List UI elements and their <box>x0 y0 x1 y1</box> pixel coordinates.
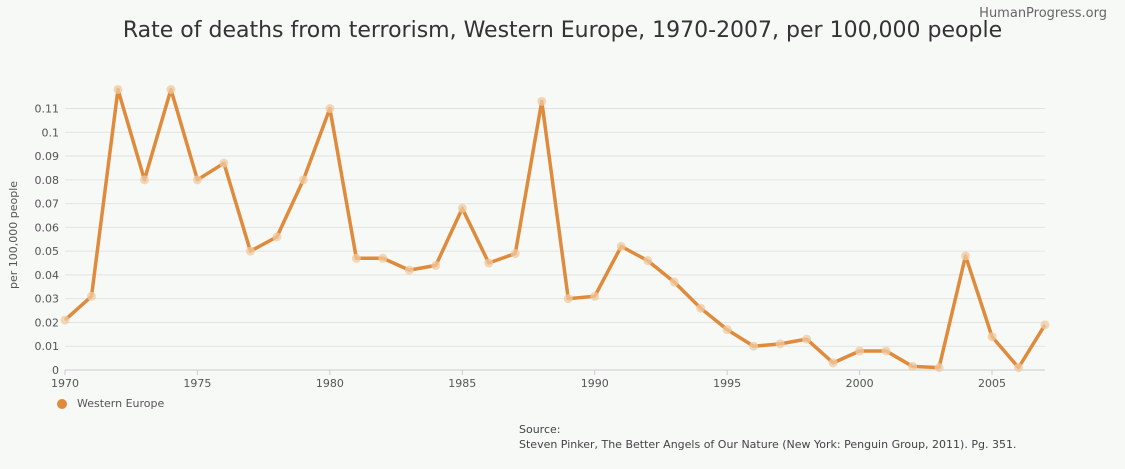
data-point <box>855 346 865 356</box>
legend-item-western-europe[interactable]: Western Europe <box>57 397 164 410</box>
y-tick-label: 0.09 <box>35 150 60 163</box>
data-point <box>749 341 759 351</box>
data-point <box>908 361 918 371</box>
data-point <box>60 315 70 325</box>
y-tick-label: 0 <box>52 364 59 377</box>
data-point <box>616 241 626 251</box>
source-label: Source: <box>519 423 561 436</box>
data-point <box>722 325 732 335</box>
data-point <box>351 253 361 263</box>
y-tick-label: 0.1 <box>42 126 60 139</box>
x-tick-label: 2000 <box>846 377 874 390</box>
x-tick-label: 1980 <box>316 377 344 390</box>
x-tick-label: 1990 <box>581 377 609 390</box>
data-point <box>828 358 838 368</box>
data-point <box>219 158 229 168</box>
series-line-western-europe <box>63 87 1047 370</box>
legend-label: Western Europe <box>77 397 165 410</box>
y-tick-label: 0.07 <box>35 198 60 211</box>
x-tick-label: 1995 <box>713 377 741 390</box>
data-point <box>245 246 255 256</box>
data-point <box>484 258 494 268</box>
data-point <box>86 291 96 301</box>
x-tick-label: 1970 <box>51 377 79 390</box>
data-point <box>987 332 997 342</box>
data-point <box>272 232 282 242</box>
y-tick-label: 0.03 <box>35 293 60 306</box>
data-point <box>298 175 308 185</box>
y-tick-label: 0.05 <box>35 245 60 258</box>
data-point <box>325 104 335 113</box>
data-point <box>775 339 785 349</box>
data-point <box>802 334 812 344</box>
data-point <box>1040 320 1050 330</box>
data-point <box>457 203 467 213</box>
data-point <box>881 346 891 356</box>
data-point <box>166 84 176 94</box>
y-tick-label: 0.11 <box>35 103 60 116</box>
data-point <box>1014 363 1024 373</box>
brand-link[interactable]: HumanProgress.org <box>979 6 1107 21</box>
data-point <box>563 294 573 304</box>
y-tick-label: 0.06 <box>35 221 60 234</box>
x-tick-label: 2005 <box>978 377 1006 390</box>
source-note: Source: Steven Pinker, The Better Angels… <box>519 422 1016 452</box>
data-point <box>192 175 202 185</box>
data-point <box>404 265 414 275</box>
data-point <box>378 253 388 263</box>
y-axis-label: per 100,000 people <box>7 181 20 289</box>
data-point <box>113 84 123 94</box>
source-text: Steven Pinker, The Better Angels of Our … <box>519 438 1017 451</box>
data-point <box>696 303 706 313</box>
x-tick-label: 1975 <box>183 377 211 390</box>
data-point <box>934 363 944 373</box>
data-point <box>590 291 600 301</box>
chart-title: Rate of deaths from terrorism, Western E… <box>122 18 1003 43</box>
data-point <box>510 249 520 259</box>
x-tick-label: 1985 <box>448 377 476 390</box>
y-tick-label: 0.01 <box>35 340 60 353</box>
data-point <box>643 256 653 266</box>
data-point <box>669 277 679 287</box>
y-tick-label: 0.02 <box>35 316 60 329</box>
data-point <box>431 260 441 270</box>
y-tick-label: 0.08 <box>35 174 60 187</box>
y-tick-label: 0.04 <box>35 269 60 282</box>
data-point <box>537 96 547 106</box>
data-point <box>139 175 149 185</box>
data-point <box>961 251 971 261</box>
legend-marker-icon <box>57 398 67 409</box>
